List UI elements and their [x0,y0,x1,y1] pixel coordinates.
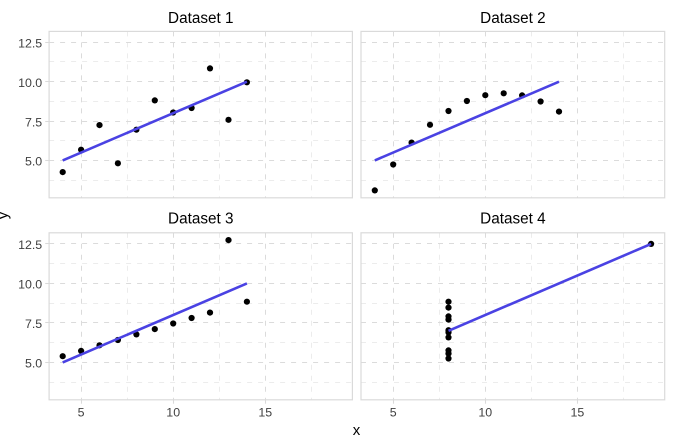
svg-text:15: 15 [571,406,585,420]
svg-text:12.5: 12.5 [18,37,42,51]
svg-text:x: x [353,422,361,439]
svg-text:7.5: 7.5 [25,317,42,331]
svg-text:10: 10 [478,406,492,420]
svg-text:5.0: 5.0 [25,155,42,169]
svg-text:12.5: 12.5 [18,238,42,252]
svg-text:Dataset 4: Dataset 4 [480,211,546,228]
svg-text:10.0: 10.0 [18,76,42,90]
svg-text:y: y [0,211,12,219]
svg-text:15: 15 [258,406,272,420]
svg-text:10: 10 [166,406,180,420]
svg-text:Dataset 1: Dataset 1 [168,10,233,27]
svg-text:7.5: 7.5 [25,115,42,129]
svg-text:5: 5 [78,406,85,420]
svg-text:Dataset 2: Dataset 2 [480,10,545,27]
svg-text:5.0: 5.0 [25,357,42,371]
svg-text:Dataset 3: Dataset 3 [168,211,233,228]
svg-text:10.0: 10.0 [18,278,42,292]
svg-text:5: 5 [390,406,397,420]
